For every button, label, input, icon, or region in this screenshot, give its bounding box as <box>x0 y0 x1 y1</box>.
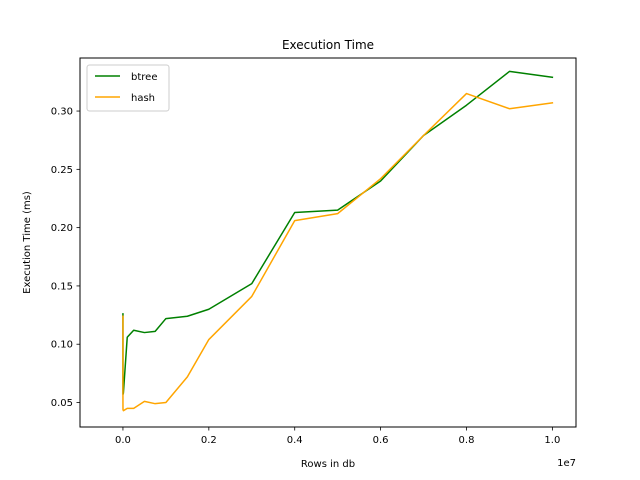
x-tick-label: 1.0 <box>544 435 560 446</box>
x-tick-label: 0.8 <box>459 435 475 446</box>
y-tick-label: 0.15 <box>51 281 73 292</box>
series-line-hash <box>122 92 554 412</box>
legend-label-hash: hash <box>131 93 155 104</box>
y-tick-label: 0.05 <box>51 398 73 409</box>
x-axis-offset-text: 1e7 <box>557 458 576 469</box>
y-axis: 0.05 0.10 0.15 0.20 0.25 0.30 <box>51 107 80 409</box>
legend: btree hash <box>86 64 170 112</box>
legend-label-btree: btree <box>131 72 157 83</box>
y-axis-label: Execution Time (ms) <box>22 191 33 294</box>
chart-title: Execution Time <box>282 38 374 52</box>
x-tick-label: 0.2 <box>201 435 217 446</box>
x-tick-label: 0.4 <box>287 435 303 446</box>
x-tick-label: 0.6 <box>373 435 389 446</box>
plot-lines <box>122 70 554 412</box>
x-axis: 0.0 0.2 0.4 0.6 0.8 1.0 <box>115 427 560 446</box>
x-tick-label: 0.0 <box>115 435 131 446</box>
x-axis-label: Rows in db <box>301 459 355 470</box>
y-tick-label: 0.20 <box>51 223 73 234</box>
y-tick-label: 0.10 <box>51 340 73 351</box>
y-tick-label: 0.30 <box>51 107 73 118</box>
series-line-btree <box>122 70 554 396</box>
y-tick-label: 0.25 <box>51 165 73 176</box>
plot-frame <box>79 57 577 428</box>
